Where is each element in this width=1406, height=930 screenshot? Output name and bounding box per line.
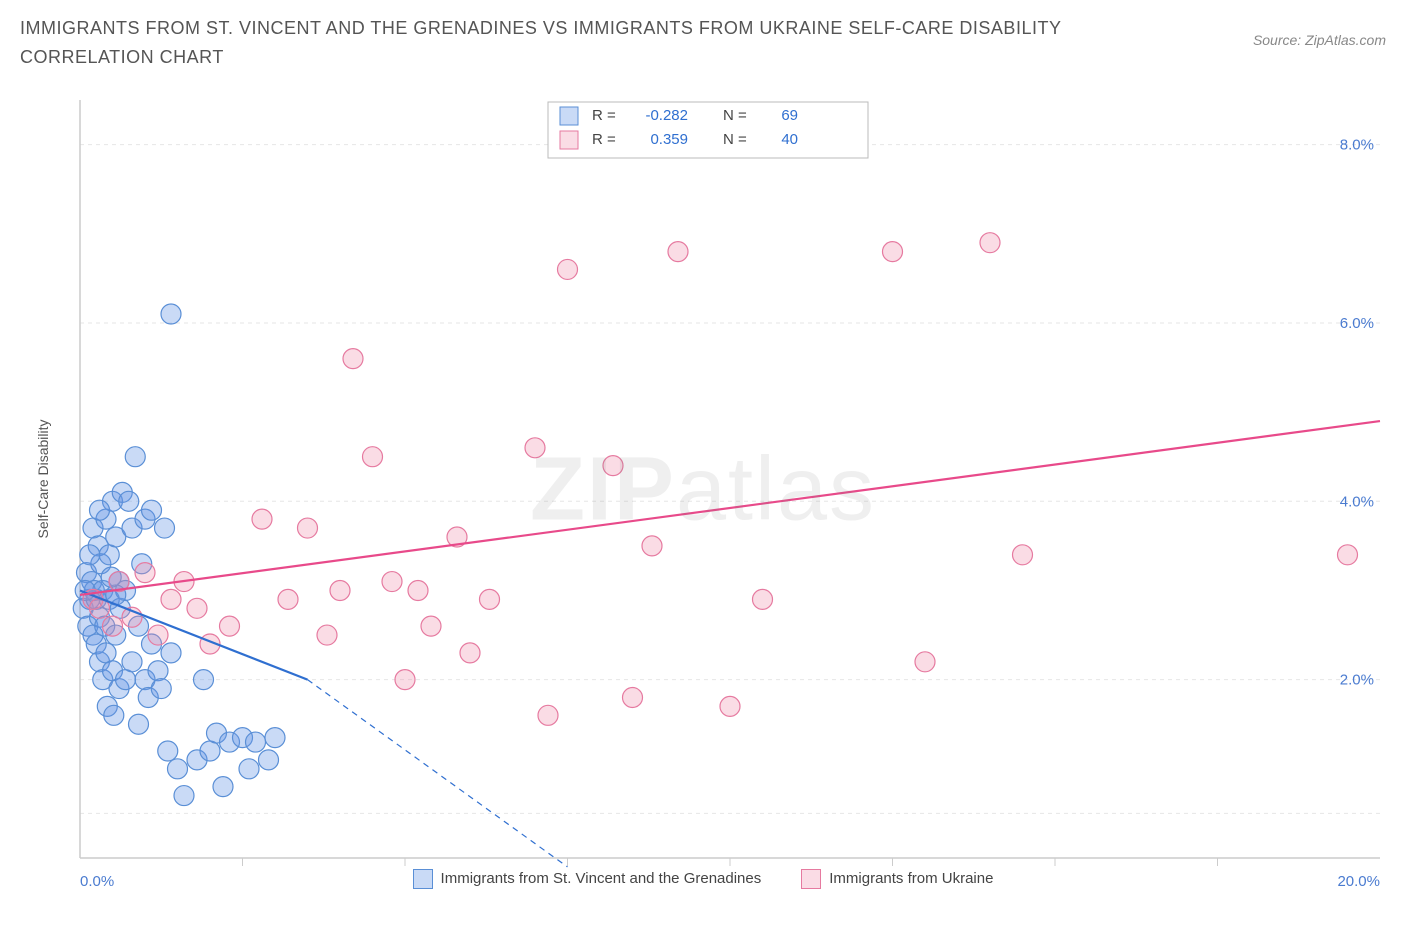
svg-text:Self-Care Disability: Self-Care Disability bbox=[35, 419, 51, 538]
header: IMMIGRANTS FROM ST. VINCENT AND THE GREN… bbox=[0, 0, 1406, 72]
svg-text:2.0%: 2.0% bbox=[1340, 672, 1374, 689]
svg-text:4.0%: 4.0% bbox=[1340, 493, 1374, 510]
chart-svg: 0.0%20.0%2.0%4.0%6.0%8.0%Self-Care Disab… bbox=[20, 95, 1386, 895]
svg-text:0.359: 0.359 bbox=[650, 131, 688, 148]
legend-item-ukraine: Immigrants from Ukraine bbox=[801, 869, 993, 889]
source-label: Source: ZipAtlas.com bbox=[1253, 32, 1386, 48]
svg-text:R =: R = bbox=[592, 107, 616, 124]
svg-text:N =: N = bbox=[723, 107, 747, 124]
svg-text:6.0%: 6.0% bbox=[1340, 315, 1374, 332]
legend-item-svg: Immigrants from St. Vincent and the Gren… bbox=[413, 869, 762, 889]
legend-label: Immigrants from St. Vincent and the Gren… bbox=[441, 870, 762, 887]
bottom-legend: Immigrants from St. Vincent and the Gren… bbox=[20, 869, 1386, 889]
svg-text:40: 40 bbox=[781, 131, 798, 148]
svg-text:69: 69 bbox=[781, 107, 798, 124]
svg-text:N =: N = bbox=[723, 131, 747, 148]
svg-text:8.0%: 8.0% bbox=[1340, 137, 1374, 154]
svg-text:R =: R = bbox=[592, 131, 616, 148]
chart-area: 0.0%20.0%2.0%4.0%6.0%8.0%Self-Care Disab… bbox=[20, 95, 1386, 895]
svg-text:-0.282: -0.282 bbox=[645, 107, 688, 124]
legend-label: Immigrants from Ukraine bbox=[829, 870, 993, 887]
chart-title: IMMIGRANTS FROM ST. VINCENT AND THE GREN… bbox=[20, 14, 1140, 72]
